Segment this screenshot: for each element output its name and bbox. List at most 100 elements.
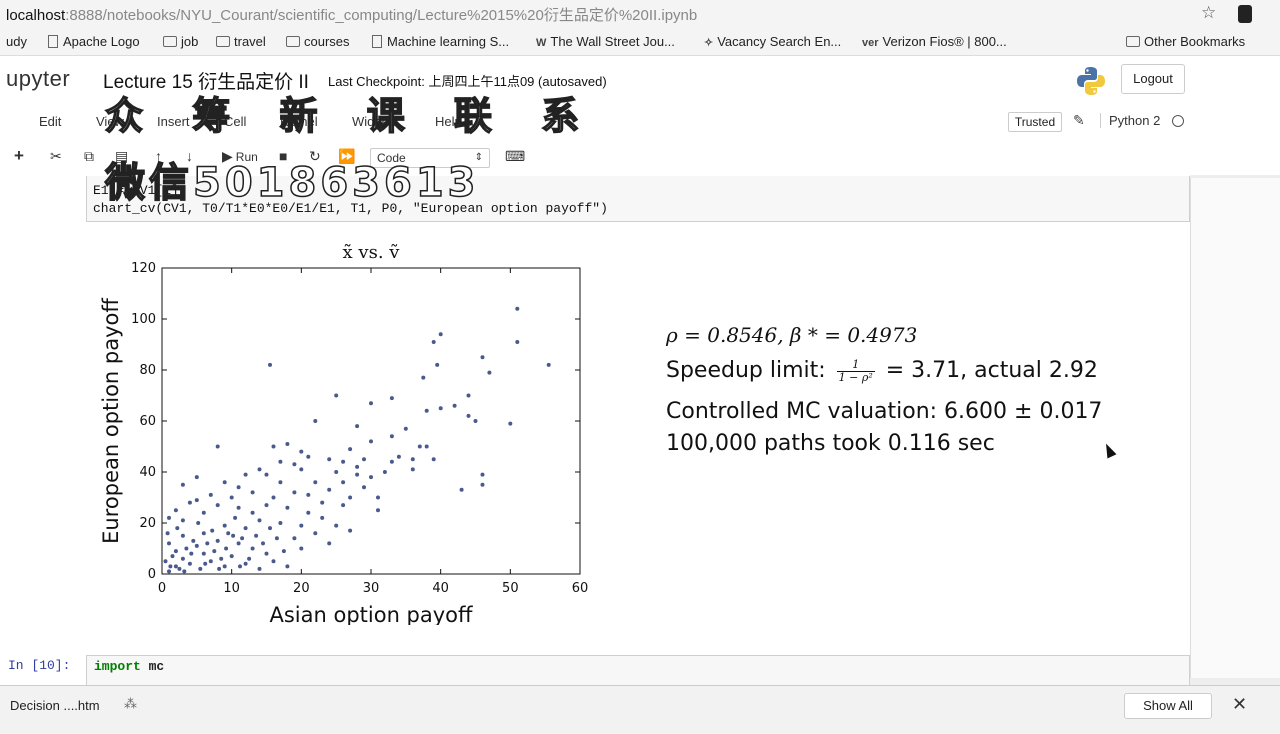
notebook-title[interactable]: Lecture 15 衍生品定价 II bbox=[103, 72, 309, 93]
bookmark-study[interactable]: udy bbox=[6, 34, 27, 49]
move-up-arrow-icon[interactable]: ↑ bbox=[155, 148, 162, 164]
data-point bbox=[320, 515, 325, 520]
data-point bbox=[348, 528, 353, 533]
data-point bbox=[268, 526, 272, 531]
data-point bbox=[341, 459, 346, 464]
data-point bbox=[480, 355, 485, 360]
data-point bbox=[229, 554, 234, 559]
bookmark-wall-street-journal[interactable]: W The Wall Street Jou... bbox=[536, 34, 675, 49]
data-point bbox=[194, 475, 199, 480]
download-item[interactable]: Decision ....htm bbox=[10, 698, 100, 713]
data-point bbox=[362, 485, 366, 490]
data-point bbox=[163, 559, 168, 564]
keyboard-icon[interactable]: ⌨ bbox=[505, 148, 526, 164]
data-point bbox=[257, 518, 262, 523]
menu-cell[interactable]: Cell bbox=[224, 114, 247, 129]
output-controlled-mc: Controlled MC valuation: 6.600 ± 0.017 bbox=[666, 399, 1103, 424]
data-point bbox=[435, 362, 440, 367]
bookmark-verizon[interactable]: ver Verizon Fios® | 800... bbox=[862, 34, 1007, 49]
bookmark-star-icon[interactable]: ☆ bbox=[1201, 3, 1217, 22]
data-point bbox=[205, 541, 210, 546]
trusted-badge[interactable]: Trusted bbox=[1008, 112, 1062, 132]
notebook-scrollbar[interactable] bbox=[1190, 178, 1280, 678]
cut-scissors-icon[interactable]: ✂ bbox=[50, 148, 62, 164]
data-point bbox=[268, 362, 272, 367]
data-point bbox=[285, 505, 290, 510]
data-point bbox=[217, 566, 222, 571]
data-point bbox=[167, 569, 171, 574]
wsj-icon: W bbox=[536, 37, 547, 49]
data-point bbox=[170, 554, 175, 559]
data-point bbox=[173, 549, 178, 554]
document-icon bbox=[372, 35, 382, 48]
run-button[interactable]: ▶ Run bbox=[222, 148, 258, 165]
address-text[interactable]: localhost:8888/notebooks/NYU_Courant/sci… bbox=[6, 4, 697, 25]
menu-widgets[interactable]: Widgets bbox=[352, 114, 399, 129]
data-point bbox=[208, 492, 213, 497]
edit-pencil-icon[interactable]: ✎ bbox=[1073, 112, 1085, 128]
code-cell-1[interactable] bbox=[86, 176, 1190, 222]
kernel-idle-indicator-icon bbox=[1172, 115, 1184, 127]
kernel-name: Python 2 bbox=[1100, 113, 1160, 128]
data-point bbox=[313, 480, 318, 485]
logout-button[interactable]: Logout bbox=[1121, 64, 1185, 94]
code-cell-2[interactable]: import mc bbox=[86, 655, 1190, 685]
data-point bbox=[341, 480, 346, 485]
interrupt-stop-icon[interactable]: ■ bbox=[279, 148, 288, 164]
insert-cell-plus-icon[interactable]: + bbox=[14, 146, 24, 165]
close-downloads-icon[interactable]: ✕ bbox=[1232, 694, 1248, 714]
fast-forward-icon[interactable]: ⏩ bbox=[338, 148, 356, 164]
bookmark-courses[interactable]: courses bbox=[286, 34, 350, 49]
data-point bbox=[219, 556, 224, 561]
code-cell-2-line[interactable]: import mc bbox=[94, 659, 164, 674]
jupyter-logo[interactable]: upyter bbox=[6, 66, 71, 91]
vacancy-icon: ✧ bbox=[704, 37, 714, 49]
code-line-1[interactable]: E1 = CV1[1] bbox=[93, 183, 179, 198]
bookmark-apache-logo[interactable]: Apache Logo bbox=[48, 34, 140, 49]
cell-type-value: Code bbox=[377, 151, 406, 165]
menu-kernel[interactable]: Kernel bbox=[280, 114, 318, 129]
data-point bbox=[180, 556, 185, 561]
menu-edit[interactable]: Edit bbox=[39, 114, 62, 129]
copy-icon[interactable]: ⧉ bbox=[84, 148, 94, 164]
data-point bbox=[459, 487, 464, 492]
code-line-2[interactable]: chart_cv(CV1, T0/T1*E0*E0/E1/E1, T1, P0,… bbox=[93, 201, 608, 216]
data-point bbox=[180, 533, 185, 538]
paste-icon[interactable]: ▤ bbox=[115, 148, 129, 164]
menu-insert[interactable]: Insert bbox=[157, 114, 190, 129]
bookmark-machine-learning[interactable]: Machine learning S... bbox=[372, 34, 509, 49]
select-chevron-icon: ⇕ bbox=[474, 152, 483, 163]
x-tick-label: 50 bbox=[502, 581, 519, 596]
run-label: Run bbox=[235, 150, 258, 164]
menu-view[interactable]: View bbox=[96, 114, 124, 129]
bookmark-job[interactable]: job bbox=[163, 34, 198, 49]
speedup-label: Speedup limit: bbox=[666, 358, 826, 383]
folder-icon bbox=[1126, 36, 1140, 47]
data-point bbox=[222, 480, 227, 485]
data-point bbox=[320, 500, 325, 505]
bookmark-other-bookmarks[interactable]: Other Bookmarks bbox=[1126, 34, 1245, 49]
bookmark-vacancy-search[interactable]: ✧ Vacancy Search En... bbox=[704, 34, 841, 49]
y-tick-label: 40 bbox=[139, 465, 156, 480]
data-point bbox=[299, 523, 304, 528]
restart-kernel-icon[interactable]: ↻ bbox=[309, 148, 321, 164]
data-point bbox=[306, 510, 311, 515]
data-point bbox=[487, 370, 492, 375]
fraction-denominator: 1 − ρ² bbox=[838, 370, 873, 384]
data-point bbox=[376, 495, 380, 500]
bookmark-travel[interactable]: travel bbox=[216, 34, 266, 49]
cell-type-select[interactable]: Code ⇕ bbox=[370, 148, 490, 168]
data-point bbox=[292, 536, 297, 541]
download-options-icon[interactable]: ⁂ bbox=[124, 696, 137, 711]
data-point bbox=[355, 464, 360, 469]
move-down-arrow-icon[interactable]: ↓ bbox=[186, 148, 193, 164]
browser-url-bar[interactable]: localhost:8888/notebooks/NYU_Courant/sci… bbox=[0, 0, 1280, 30]
data-point bbox=[466, 393, 471, 398]
menu-help[interactable]: Help bbox=[435, 114, 462, 129]
browser-menu-icon[interactable] bbox=[1238, 5, 1252, 23]
data-point bbox=[196, 521, 201, 525]
data-point bbox=[410, 457, 415, 462]
show-all-button[interactable]: Show All bbox=[1124, 693, 1212, 719]
data-point bbox=[194, 543, 199, 548]
data-point bbox=[201, 531, 206, 536]
